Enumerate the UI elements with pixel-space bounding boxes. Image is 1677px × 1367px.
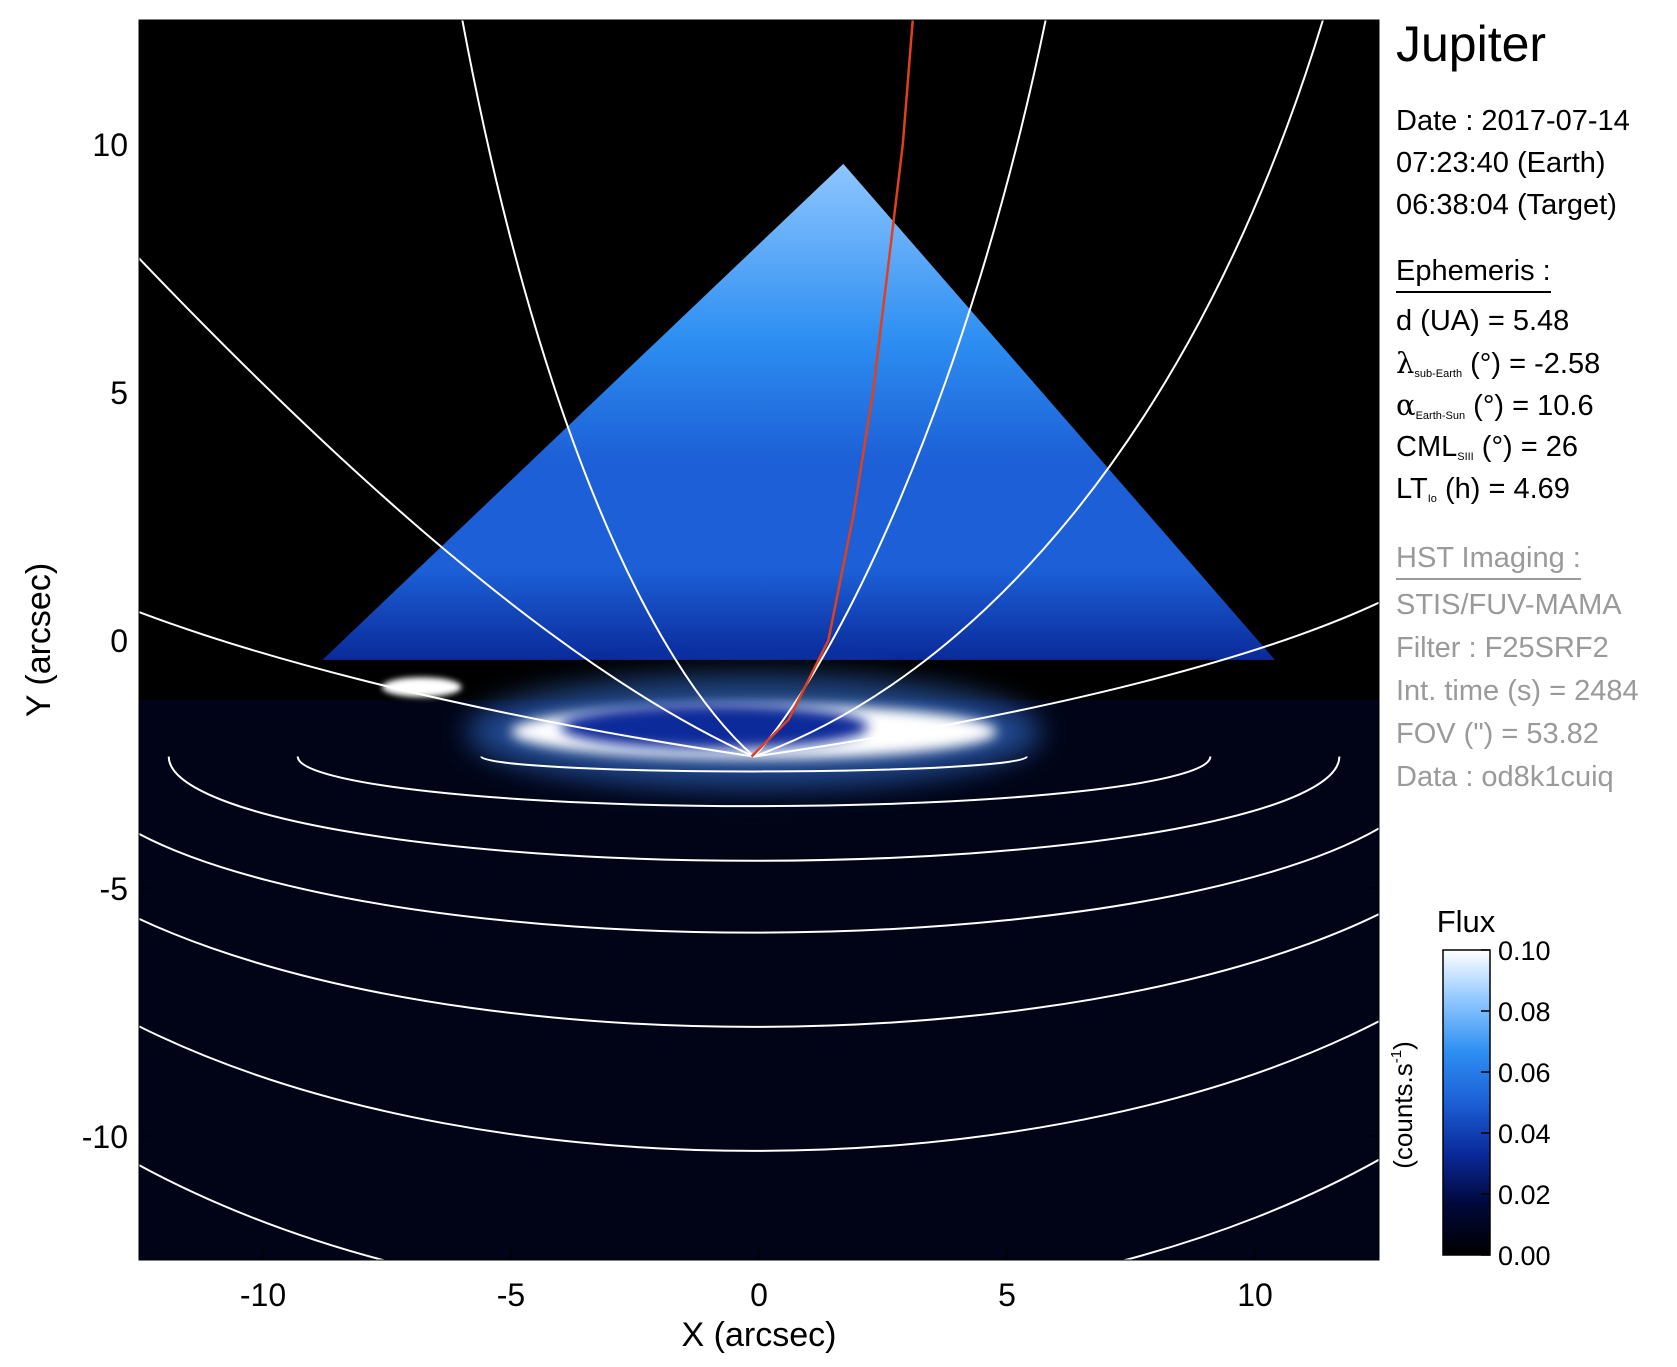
- x-tick-label: -10: [240, 1277, 286, 1313]
- cml-value: (°) = 26: [1473, 431, 1579, 463]
- image-panel: [139, 20, 1379, 1260]
- ephemeris-phase-angle: αEarth-Sun (°) = 10.6: [1396, 387, 1594, 434]
- cml-subscript: SIII: [1457, 451, 1474, 463]
- x-tick-label: 5: [998, 1277, 1016, 1313]
- latitude-line: [296, 756, 1212, 808]
- latitude-line: [167, 756, 1341, 862]
- ephemeris-sub-earth-latitude: λsub-Earth (°) = -2.58: [1396, 345, 1600, 392]
- y-tick-label: 10: [92, 127, 128, 163]
- colorbar-tick-label: 0.04: [1498, 1119, 1551, 1149]
- colorbar-label: (counts.s-1): [1388, 1041, 1418, 1169]
- imaging-fov: FOV (") = 53.82: [1396, 718, 1599, 750]
- satellite-footprint-spot: [382, 677, 462, 698]
- alpha-subscript: Earth-Sun: [1415, 410, 1466, 422]
- colorbar-title: Flux: [1437, 904, 1496, 939]
- x-axis-label: X (arcsec): [682, 1316, 837, 1354]
- satellite-footpath-line: [750, 20, 915, 758]
- longitude-line: [753, 601, 1379, 758]
- y-tick-label: -5: [100, 871, 128, 907]
- imaging-header-text: HST Imaging :: [1396, 540, 1581, 580]
- colorbar-label-exponent: -1: [1388, 1050, 1405, 1063]
- longitude-line: [753, 20, 1047, 758]
- lt-subscript: Io: [1427, 493, 1437, 505]
- colorbar: Flux 0.10 0.08 0.06 0.04 0.02 0.00 (counts.s-…: [1388, 904, 1551, 1271]
- y-axis-ticks: 10 5 0 -5 -10: [82, 127, 1379, 1155]
- colorbar-tick-label: 0.00: [1498, 1241, 1551, 1271]
- ephemeris-cml: CMLSIII (°) = 26: [1396, 429, 1578, 475]
- latitude-line: [480, 756, 1028, 773]
- ephemeris-distance: d (UA) = 5.48: [1396, 305, 1570, 337]
- colorbar-label-end: ): [1388, 1041, 1418, 1050]
- x-tick-label: 0: [750, 1277, 768, 1313]
- illuminated-disk-region: [322, 163, 1275, 660]
- observation-date: Date : 2017-07-14: [1396, 105, 1630, 137]
- latitude-line: [139, 827, 1379, 934]
- imaging-instrument: STIS/FUV-MAMA: [1396, 589, 1622, 621]
- latitude-line: [139, 1020, 1379, 1152]
- cml-symbol: CML: [1396, 431, 1458, 463]
- imaging-data-id: Data : od8k1cuiq: [1396, 761, 1614, 793]
- x-tick-label: -5: [497, 1277, 525, 1313]
- longitude-line: [139, 611, 755, 758]
- x-axis-ticks: -10 -5 0 5 10: [240, 20, 1273, 1313]
- colorbar-label-main: (counts.s: [1388, 1063, 1418, 1169]
- colorbar-tick-label: 0.06: [1498, 1058, 1551, 1088]
- y-tick-label: 5: [110, 375, 128, 411]
- lower-hemisphere-glow: [139, 700, 1379, 1260]
- latitude-line: [139, 912, 1379, 1028]
- lt-value: (h) = 4.69: [1436, 473, 1570, 505]
- colorbar-tick-label: 0.02: [1498, 1180, 1551, 1210]
- alpha-symbol: α: [1396, 388, 1416, 422]
- lambda-symbol: λ: [1396, 346, 1415, 380]
- x-tick-label: 10: [1237, 1277, 1273, 1313]
- observation-earth-time: 07:23:40 (Earth): [1396, 147, 1606, 179]
- colorbar-scale: [1442, 949, 1491, 1256]
- longitude-line: [139, 256, 755, 758]
- alpha-value: (°) = 10.6: [1465, 390, 1594, 422]
- planet-title: Jupiter: [1396, 16, 1547, 72]
- colorbar-tick-label: 0.08: [1498, 997, 1551, 1027]
- lt-symbol: LT: [1396, 473, 1428, 505]
- ephemeris-local-time-io: LTIo (h) = 4.69: [1396, 471, 1570, 517]
- ephemeris-header: Ephemeris :: [1396, 253, 1551, 293]
- lambda-value: (°) = -2.58: [1462, 348, 1601, 380]
- colorbar-tick-label: 0.10: [1498, 936, 1551, 966]
- y-tick-label: 0: [110, 623, 128, 659]
- longitude-line: [753, 20, 1324, 758]
- longitude-line: [461, 20, 755, 758]
- y-tick-label: -10: [82, 1119, 128, 1155]
- y-axis-label: Y (arcsec): [20, 563, 58, 717]
- lambda-subscript: sub-Earth: [1414, 368, 1463, 380]
- observation-target-time: 06:38:04 (Target): [1396, 189, 1617, 221]
- imaging-filter: Filter : F25SRF2: [1396, 632, 1609, 664]
- latitude-longitude-grid: [139, 20, 1379, 1260]
- colorbar-ticks: 0.10 0.08 0.06 0.04 0.02 0.00: [1481, 936, 1551, 1271]
- imaging-header: HST Imaging :: [1396, 540, 1581, 580]
- imaging-integration-time: Int. time (s) = 2484: [1396, 675, 1639, 707]
- ephemeris-header-text: Ephemeris :: [1396, 253, 1551, 293]
